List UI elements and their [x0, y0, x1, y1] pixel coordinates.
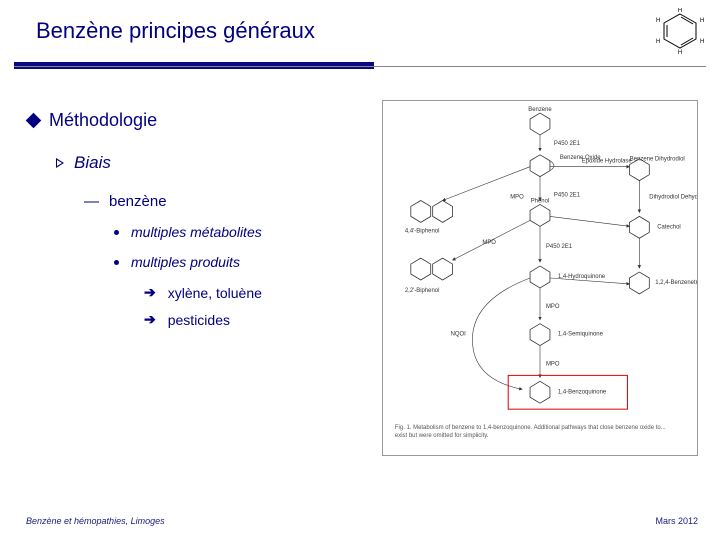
node-benzenetriol: 1,2,4-Benzenetriol	[655, 280, 697, 286]
dot-bullet-icon	[114, 230, 119, 235]
svg-text:H: H	[700, 18, 704, 24]
node-benzoquinone: 1,4-Benzoquinone	[558, 389, 607, 395]
node-hydrolase: Epoxide Hydrolase	[582, 159, 633, 165]
footer-left: Benzène et hémopathies, Limoges	[26, 516, 165, 526]
title-rule-thin	[14, 66, 706, 67]
svg-text:H: H	[656, 18, 660, 24]
node-catechol: Catechol	[657, 224, 681, 230]
lvl5b-text: pesticides	[168, 312, 230, 328]
metabolism-diagram: Benzene P450 2E1 Benzene Oxide Epoxide H…	[382, 100, 698, 456]
node-semiquinone: 1,4-Semiquinone	[558, 332, 604, 338]
bullet-lvl5b: ➔ pesticides	[144, 311, 368, 328]
node-dehydrogenase: Dihydrodiol Dehydrogenase	[649, 195, 697, 201]
svg-text:H: H	[656, 39, 660, 45]
lvl2-text: Biais	[74, 153, 111, 173]
footer-right: Mars 2012	[655, 516, 698, 526]
svg-text:P450 2E1: P450 2E1	[546, 244, 573, 250]
lvl4a-text: multiples métabolites	[131, 224, 262, 240]
svg-text:H: H	[678, 50, 682, 54]
bullet-lvl5a: ➔ xylène, toluène	[144, 284, 368, 301]
node-dihydrodiol: Benzene Dihydrodiol	[630, 157, 685, 163]
node-mpo-3: MPO	[546, 304, 560, 310]
arrow-bullet-icon: ➔	[144, 284, 156, 301]
diagram-caption: Fig. 1. Metabolism of benzene to 1,4-ben…	[395, 425, 666, 431]
node-biphenol44: 4,4'-Biphenol	[405, 228, 440, 234]
bullet-lvl3: — benzène	[84, 193, 368, 210]
node-mpo-2: MPO	[482, 240, 496, 246]
diamond-bullet-icon	[26, 113, 42, 129]
node-phenol: Phenol	[531, 198, 550, 204]
slide-title: Benzène principes généraux	[0, 18, 720, 44]
svg-text:H: H	[700, 39, 704, 45]
lvl1-text: Méthodologie	[49, 110, 157, 131]
chevron-bullet-icon	[56, 158, 64, 168]
node-benzene: Benzene	[528, 107, 552, 113]
benzene-structure-icon: H H H H H H	[652, 8, 708, 54]
lvl4b-text: multiples produits	[131, 254, 240, 270]
bullet-lvl2: Biais	[56, 153, 368, 173]
bullet-lvl4a: multiples métabolites	[114, 224, 368, 240]
dot-bullet-icon	[114, 260, 119, 265]
node-mpo-1: MPO	[510, 195, 524, 201]
bullet-lvl4b: multiples produits	[114, 254, 368, 270]
bullet-content: Méthodologie Biais — benzène multiples m…	[28, 110, 368, 338]
node-p450: P450 2E1	[554, 141, 581, 147]
node-p450-2: P450 2E1	[554, 193, 581, 199]
svg-text:H: H	[678, 8, 682, 14]
node-mpo-4: MPO	[546, 361, 560, 367]
lvl3-text: benzène	[109, 193, 167, 210]
node-biphenol22: 2,2'-Biphenol	[405, 288, 440, 294]
lvl5a-text: xylène, toluène	[168, 285, 262, 301]
arrow-bullet-icon: ➔	[144, 311, 156, 328]
node-nqoi: NQOI	[451, 332, 467, 338]
bullet-lvl1: Méthodologie	[28, 110, 368, 131]
svg-text:exist but were omitted for sim: exist but were omitted for simplicity.	[395, 433, 489, 439]
dash-bullet-icon: —	[84, 193, 99, 210]
